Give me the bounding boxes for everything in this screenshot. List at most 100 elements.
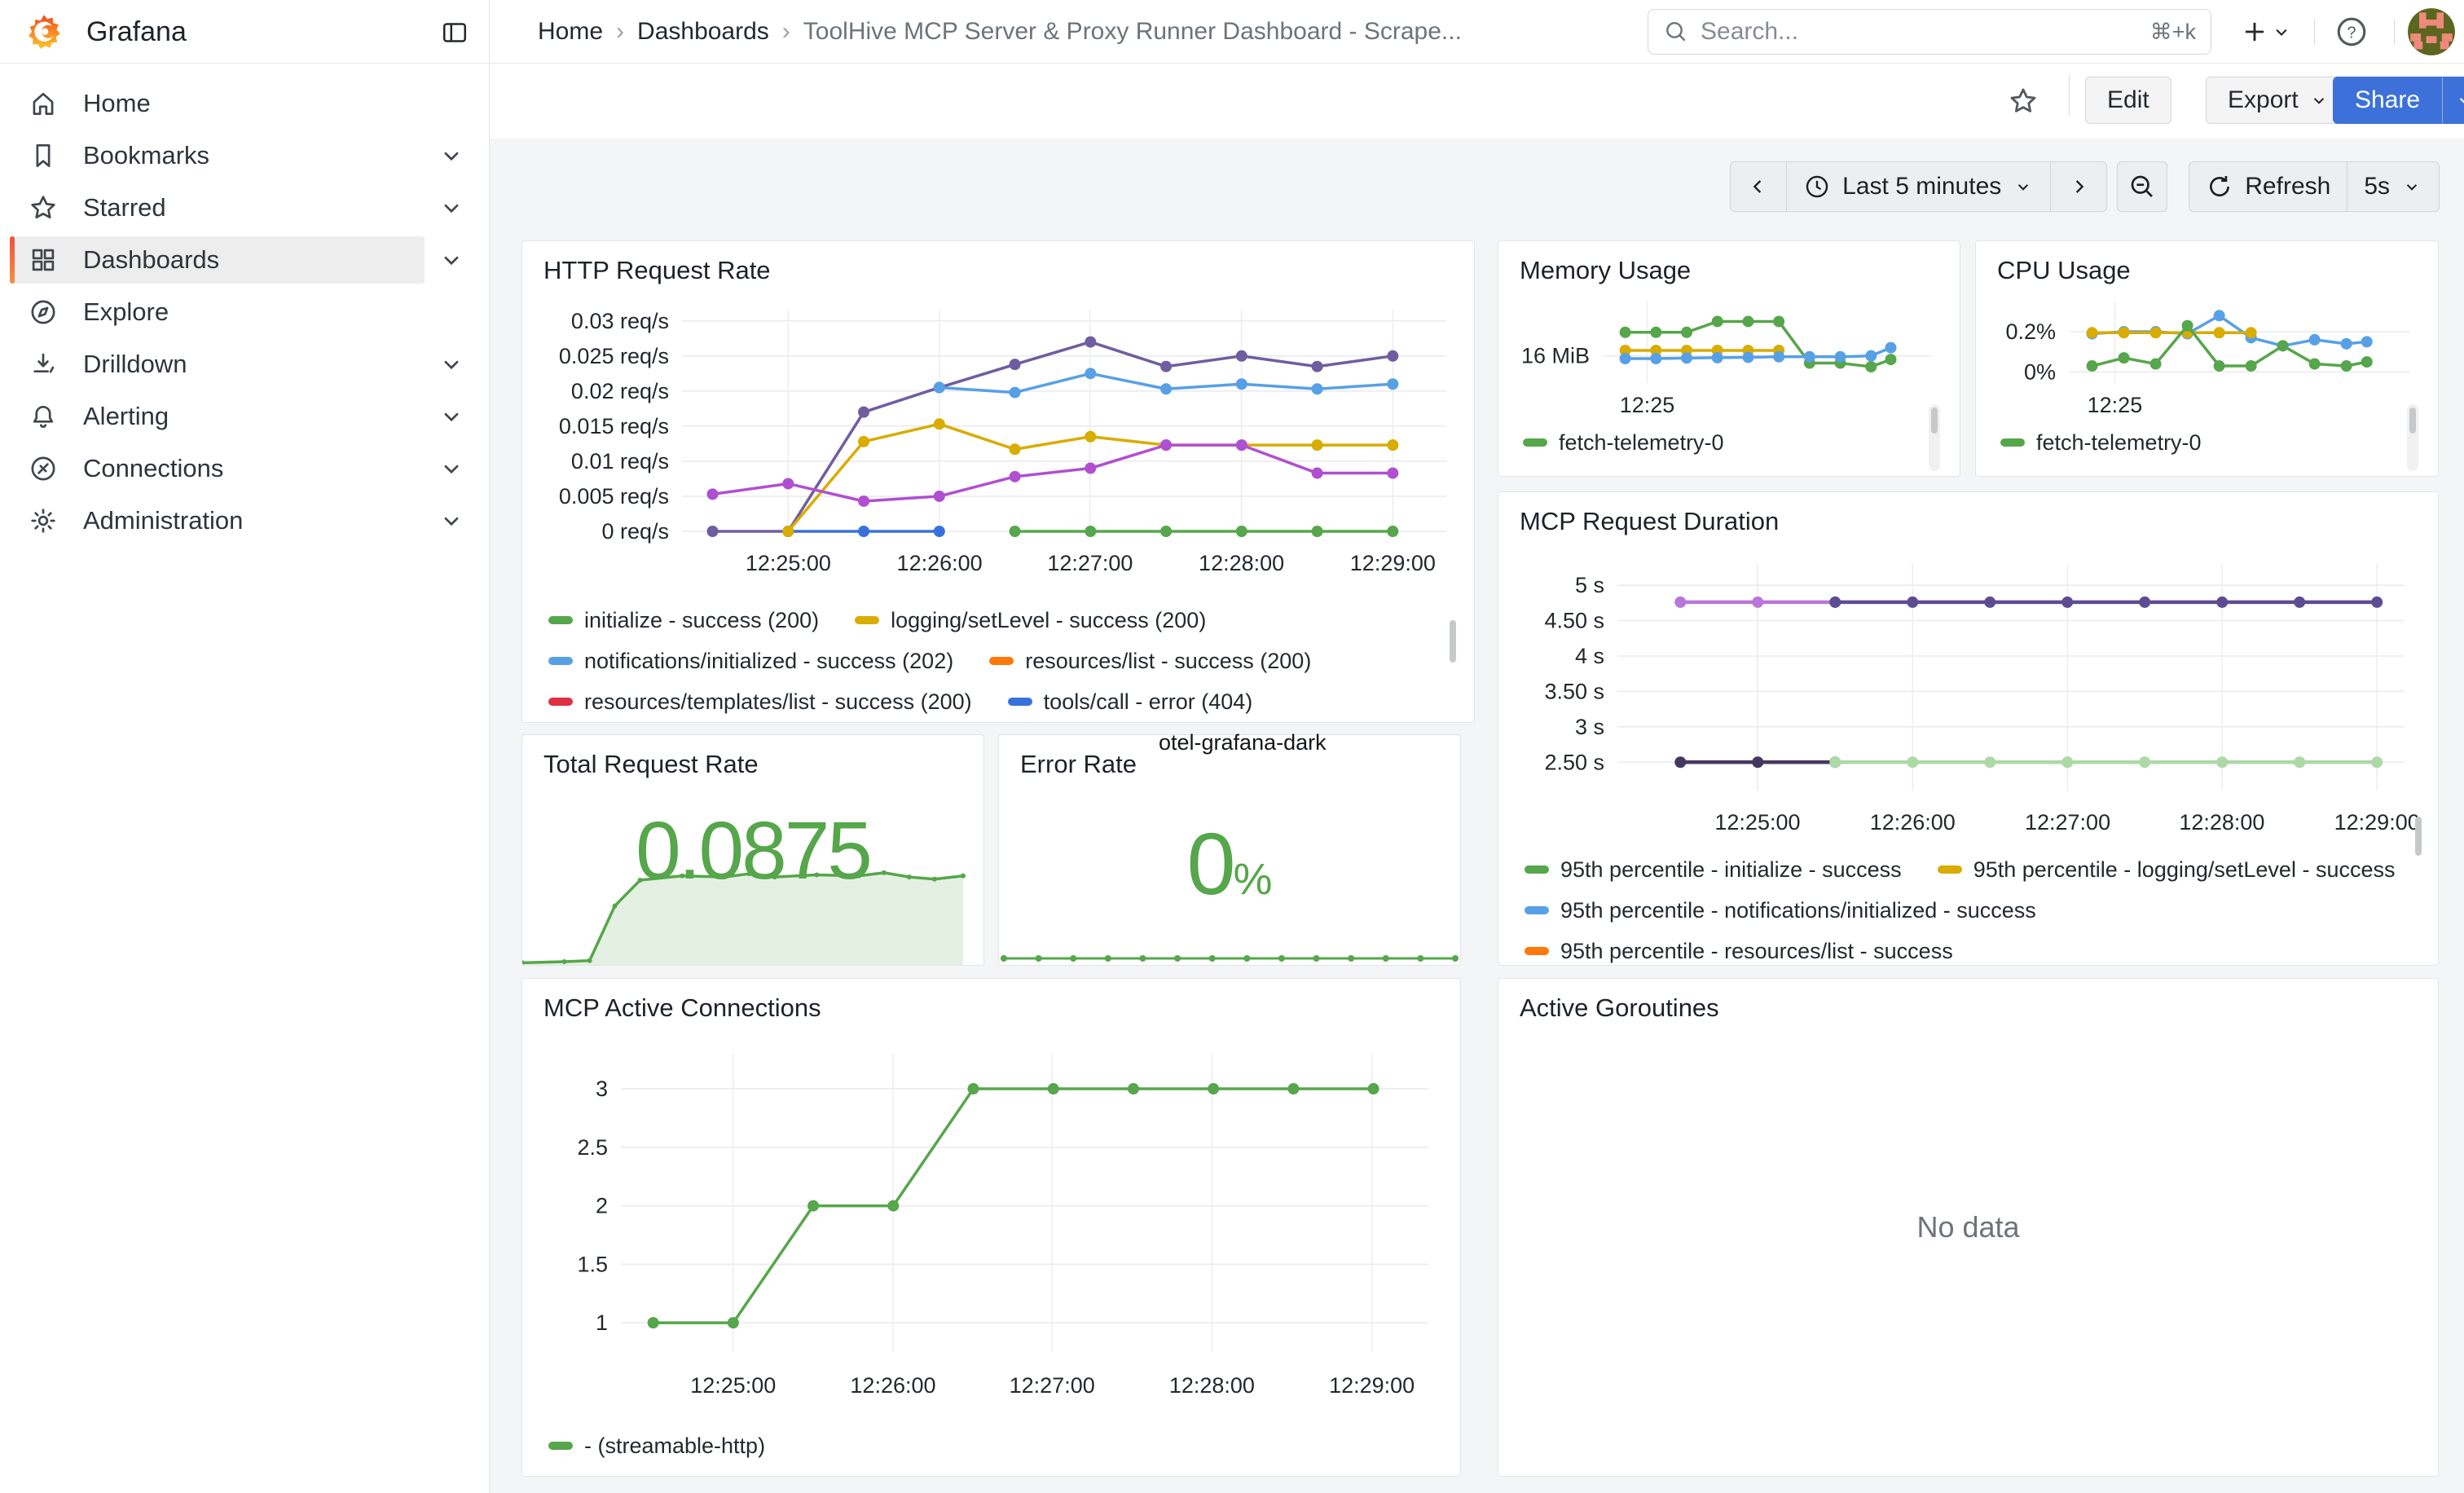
breadcrumb-item[interactable]: Dashboards: [637, 18, 769, 45]
user-avatar[interactable]: [2407, 0, 2456, 64]
edit-button[interactable]: Edit: [2085, 77, 2171, 124]
legend-item[interactable]: initialize - success (200): [548, 608, 819, 633]
legend-item[interactable]: logging/setLevel - success (200): [855, 608, 1206, 633]
panel-title[interactable]: Error Rate: [1020, 750, 1137, 778]
legend-item[interactable]: 95th percentile - resources/list - succe…: [1525, 939, 1953, 964]
legend-item[interactable]: notifications/initialized - success (202…: [548, 649, 953, 674]
top-bar: Grafana Home › Dashboards › ToolHive MCP Ser…: [0, 0, 2464, 64]
dock-menu-icon[interactable]: [440, 18, 469, 47]
export-button[interactable]: Export: [2206, 77, 2352, 124]
time-shift-forward-button[interactable]: [2050, 162, 2106, 211]
brand-title: Grafana: [86, 16, 187, 47]
legend-item[interactable]: tools/list - success (200): [862, 730, 1134, 733]
sidebar-item-administration[interactable]: Administration: [12, 497, 425, 544]
plug-icon: [28, 453, 59, 484]
legend-item[interactable]: resources/list - success (200): [989, 649, 1311, 674]
star-icon[interactable]: [2007, 85, 2039, 117]
svg-text:12:25:00: 12:25:00: [746, 551, 831, 575]
panel-title[interactable]: Total Request Rate: [543, 750, 759, 778]
legend-series-label: 95th percentile - notifications/initiali…: [1560, 897, 2036, 923]
chevron-down-icon[interactable]: [438, 507, 465, 535]
time-range-picker[interactable]: Last 5 minutes: [1786, 162, 2050, 211]
mcp-active-connections-chart: 3 2.5 2 1.5 1 12:25:00 12:26:00 12:27:00 12:28:0…: [543, 1036, 1441, 1411]
search-box[interactable]: ⌘+k: [1648, 9, 2211, 55]
refresh-button[interactable]: Refresh: [2189, 162, 2347, 211]
sidebar-item-connections[interactable]: Connections: [12, 445, 425, 492]
refresh-interval-picker[interactable]: 5s: [2347, 162, 2439, 211]
svg-text:0.01 req/s: 0.01 req/s: [571, 449, 669, 473]
search-icon: [1666, 22, 1686, 42]
legend-scrollbar[interactable]: [2409, 407, 2416, 434]
legend-item[interactable]: resources/templates/list - success (200): [548, 689, 972, 715]
legend-series-color: [548, 1442, 573, 1450]
legend-item[interactable]: - (streamable-http): [548, 1434, 765, 1459]
svg-text:2: 2: [596, 1194, 608, 1218]
panel-title[interactable]: HTTP Request Rate: [543, 256, 771, 284]
legend-series-label: 95th percentile - logging/setLevel - suc…: [1973, 857, 2396, 882]
sidebar-item-drilldown[interactable]: Drilldown: [12, 341, 425, 388]
legend-series-color: [548, 657, 573, 665]
zoom-out-button[interactable]: [2117, 161, 2168, 212]
search-input[interactable]: [1701, 18, 2139, 46]
panel-mcp-active-connections: MCP Active Connections 3 2.5 2 1.5 1 12:25:00…: [521, 978, 1461, 1477]
sidebar-item-alerting[interactable]: Alerting: [12, 393, 425, 440]
share-button[interactable]: Share: [2333, 77, 2443, 124]
panel-cpu-usage: CPU Usage 0.2% 0% 12:25 fetch-telemetry-0: [1975, 240, 2439, 477]
compass-icon: [28, 297, 59, 328]
legend-item[interactable]: tools/call - success (200): [548, 730, 826, 733]
legend-item[interactable]: unknown - success (200): [1170, 730, 1438, 733]
legend-item[interactable]: tools/call - error (404): [1007, 689, 1252, 715]
panel-title[interactable]: Active Goroutines: [1520, 993, 1719, 1022]
legend-series-color: [1007, 698, 1032, 706]
help-button[interactable]: ?: [2334, 0, 2369, 64]
panel-title[interactable]: MCP Request Duration: [1520, 507, 1780, 535]
panel-title[interactable]: Memory Usage: [1520, 256, 1692, 284]
breadcrumb-item[interactable]: Home: [538, 18, 604, 45]
apps-icon: [28, 244, 59, 275]
header-divider: [2314, 19, 2315, 45]
chevron-down-icon[interactable]: [438, 246, 465, 274]
sidebar-item-home[interactable]: Home: [12, 80, 425, 127]
legend-scrollbar[interactable]: [2415, 817, 2422, 856]
chevron-down-icon[interactable]: [438, 142, 465, 170]
svg-text:3: 3: [596, 1077, 608, 1101]
chevron-down-icon[interactable]: [438, 455, 465, 482]
panel-title[interactable]: CPU Usage: [1997, 256, 2131, 284]
sidebar-item-label: Administration: [83, 506, 244, 535]
legend-scrollbar[interactable]: [1931, 407, 1938, 434]
legend-item[interactable]: 95th percentile - notifications/initiali…: [1525, 898, 2036, 923]
svg-text:12:28:00: 12:28:00: [2179, 810, 2264, 835]
chart-legend: initialize - success (200) logging/setLev…: [548, 600, 1438, 732]
sidebar-item-starred[interactable]: Starred: [12, 184, 425, 231]
chevron-down-icon[interactable]: [438, 194, 465, 222]
svg-text:2.5: 2.5: [577, 1135, 608, 1160]
export-label: Export: [2228, 86, 2299, 113]
chevron-down-icon: [2313, 98, 2324, 104]
legend-series-label: unknown - success (200): [1206, 730, 1438, 733]
sidebar-item-explore[interactable]: Explore: [12, 288, 425, 336]
legend-item[interactable]: fetch-telemetry-0: [2000, 430, 2202, 456]
share-menu-button[interactable]: [2442, 77, 2464, 124]
sidebar-item-label: Home: [83, 89, 151, 117]
legend-item[interactable]: fetch-telemetry-0: [1523, 430, 1724, 456]
sidebar-nav: Home Bookmarks Starred Dashboards Explore Dri…: [0, 64, 489, 1493]
new-button[interactable]: [2239, 0, 2293, 64]
chevron-down-icon[interactable]: [438, 350, 465, 378]
stat-unit: %: [1233, 855, 1273, 904]
refresh-label: Refresh: [2245, 173, 2331, 200]
sidebar-item-bookmarks[interactable]: Bookmarks: [12, 132, 425, 179]
legend-series-label: resources/list - success (200): [1025, 648, 1312, 673]
chevron-down-icon[interactable]: [438, 403, 465, 430]
legend-series-color: [1937, 865, 1962, 874]
legend-item[interactable]: 95th percentile - initialize - success: [1525, 857, 1902, 883]
time-range-group: Last 5 minutes: [1730, 161, 2108, 212]
legend-series-label: 95th percentile - initialize - success: [1560, 857, 1902, 882]
legend-item[interactable]: 95th percentile - logging/setLevel - suc…: [1937, 857, 2396, 883]
time-shift-back-button[interactable]: [1731, 162, 1786, 211]
legend-series-color: [1525, 865, 1549, 874]
legend-scrollbar[interactable]: [1450, 620, 1456, 663]
panel-title[interactable]: MCP Active Connections: [543, 993, 821, 1022]
mcp-request-duration-chart: 5 s 4.50 s 4 s 3.50 s 3 s 2.50 s 12:25:00 12:26…: [1520, 549, 2420, 839]
sidebar-item-dashboards[interactable]: Dashboards: [10, 236, 425, 284]
